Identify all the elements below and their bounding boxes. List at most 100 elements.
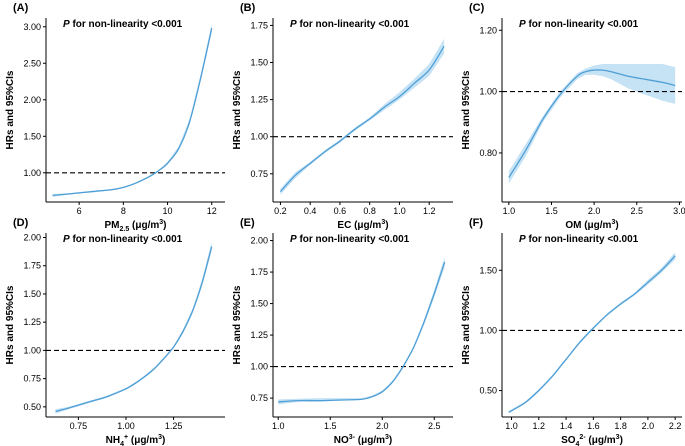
annotation-p: P — [519, 234, 526, 245]
x-axis-label: NH4+ (μg/m3) — [106, 434, 166, 446]
ci-band — [508, 64, 676, 184]
panel-label: (A) — [13, 2, 29, 14]
x-axis-label-part: (μg/m — [129, 220, 159, 231]
x-axis-label-part: (μg/m — [586, 435, 616, 446]
x-axis-label-part: 3 — [158, 434, 162, 441]
x-axis-label-part: PM — [105, 220, 120, 231]
annotation-text: for non-linearity <0.001 — [70, 234, 183, 245]
x-axis-label-part: ) — [385, 220, 388, 231]
y-tick-label: 0.75 — [250, 169, 268, 179]
x-axis-label-part: 3 — [159, 219, 163, 226]
x-tick-label: 2.5 — [631, 206, 644, 216]
y-axis-label: HRs and 95%CIs — [461, 285, 472, 364]
y-axis-label: HRs and 95%CIs — [232, 285, 243, 364]
y-tick-label: 1.00 — [250, 132, 268, 142]
y-tick-label: 2.00 — [23, 233, 41, 243]
nonlinearity-annotation: P for non-linearity <0.001 — [63, 19, 183, 30]
x-axis-label-part: EC (μg/m — [337, 220, 381, 231]
nonlinearity-annotation: P for non-linearity <0.001 — [519, 234, 639, 245]
x-axis-label-part: 4 — [120, 441, 124, 446]
y-axis-label: HRs and 95%CIs — [5, 70, 16, 149]
y-tick-label: 1.50 — [479, 265, 497, 275]
ci-band — [508, 252, 676, 414]
nonlinearity-annotation: P for non-linearity <0.001 — [63, 234, 183, 245]
annotation-text: for non-linearity <0.001 — [526, 234, 639, 245]
hr-curve — [55, 246, 213, 413]
x-axis-label: EC (μg/m3) — [337, 219, 388, 231]
x-axis-label-part: ) — [163, 220, 166, 231]
x-tick-label: 10 — [163, 206, 173, 216]
y-tick-label: 1.25 — [250, 330, 268, 340]
x-axis-label-part: OM (μg/m — [565, 220, 611, 231]
x-axis-label-part: 3 — [349, 434, 353, 441]
y-tick-label: 1.75 — [23, 261, 41, 271]
panel-label: (F) — [469, 217, 483, 229]
x-axis-label-part: ) — [620, 435, 623, 446]
y-tick-label: 1.00 — [23, 168, 41, 178]
y-tick-label: 1.25 — [250, 95, 268, 105]
x-tick-label: 3.0 — [673, 206, 685, 216]
annotation-text: for non-linearity <0.001 — [70, 19, 183, 30]
hr-curve — [52, 28, 213, 197]
x-tick-label: 0.75 — [70, 421, 88, 431]
panel-a: 6 8 10 12 1.00 1.50 2.00 2.50 3.00 HRs and 95%CIs… — [5, 2, 225, 233]
ci-band — [278, 256, 445, 405]
hr-curve — [279, 45, 445, 193]
x-axis-label-part: 3 — [381, 219, 385, 226]
x-axis-label-part: 2.5 — [120, 226, 130, 233]
ci-band — [55, 242, 212, 414]
x-tick-label: 1.25 — [165, 421, 183, 431]
hr-curve — [508, 69, 676, 178]
y-tick-label: 2.00 — [250, 236, 268, 246]
panel-f: 1.0 1.2 1.4 1.6 1.8 2.0 2.2 0.50 1.00 1.50 HRs and… — [461, 217, 682, 446]
panel-b: 0.2 0.4 0.6 0.8 1.0 1.2 0.75 1.00 1.25 1.50 1.75 HR… — [232, 2, 453, 231]
x-axis-label-part: 3 — [611, 219, 615, 226]
x-axis-label-part: (μg/m — [128, 435, 158, 446]
annotation-p: P — [290, 19, 297, 30]
hr-curve — [278, 261, 446, 403]
x-tick-label: 1.0 — [505, 421, 518, 431]
panel-label: (C) — [469, 2, 485, 14]
annotation-p: P — [63, 19, 70, 30]
x-axis-label-part: ) — [615, 220, 618, 231]
x-tick-label: 1.4 — [560, 421, 573, 431]
y-axis-label: HRs and 95%CIs — [461, 70, 472, 149]
x-axis-label-part: SO — [561, 435, 576, 446]
panel-label: (E) — [240, 217, 255, 229]
x-tick-label: 2.5 — [428, 421, 441, 431]
nonlinearity-annotation: P for non-linearity <0.001 — [290, 234, 410, 245]
x-axis-label-part: ) — [389, 435, 392, 446]
y-axis-label: HRs and 95%CIs — [232, 70, 243, 149]
y-tick-label: 1.50 — [250, 58, 268, 68]
y-tick-label: 1.00 — [250, 362, 268, 372]
ci-band — [52, 23, 212, 197]
x-tick-label: 1.5 — [324, 421, 337, 431]
x-axis-label-part: (μg/m — [355, 435, 385, 446]
y-tick-label: 0.75 — [250, 393, 268, 403]
x-axis-label-part: 2- — [579, 434, 586, 441]
y-tick-label: 0.50 — [23, 402, 41, 412]
nonlinearity-annotation: P for non-linearity <0.001 — [290, 19, 410, 30]
x-axis-label: NO3- (μg/m3) — [334, 434, 393, 446]
x-axis-label-part: ) — [162, 435, 165, 446]
x-tick-label: 2.0 — [376, 421, 389, 431]
y-tick-label: 1.50 — [23, 289, 41, 299]
y-tick-label: 1.50 — [250, 299, 268, 309]
y-tick-label: 2.00 — [23, 95, 41, 105]
annotation-p: P — [519, 19, 526, 30]
x-tick-label: 6 — [77, 206, 82, 216]
x-axis-label: SO42- (μg/m3) — [561, 434, 623, 446]
x-axis-label-part: + — [124, 434, 128, 441]
annotation-text: for non-linearity <0.001 — [297, 234, 410, 245]
x-tick-label: 1.0 — [272, 421, 285, 431]
x-tick-label: 0.8 — [363, 206, 376, 216]
x-tick-label: 1.6 — [587, 421, 600, 431]
panel-label: (B) — [240, 2, 256, 14]
annotation-p: P — [290, 234, 297, 245]
annotation-text: for non-linearity <0.001 — [297, 19, 410, 30]
x-axis-label-part: 3 — [616, 434, 620, 441]
y-tick-label: 0.80 — [479, 148, 497, 158]
y-tick-label: 1.75 — [250, 267, 268, 277]
nonlinearity-annotation: P for non-linearity <0.001 — [519, 19, 639, 30]
